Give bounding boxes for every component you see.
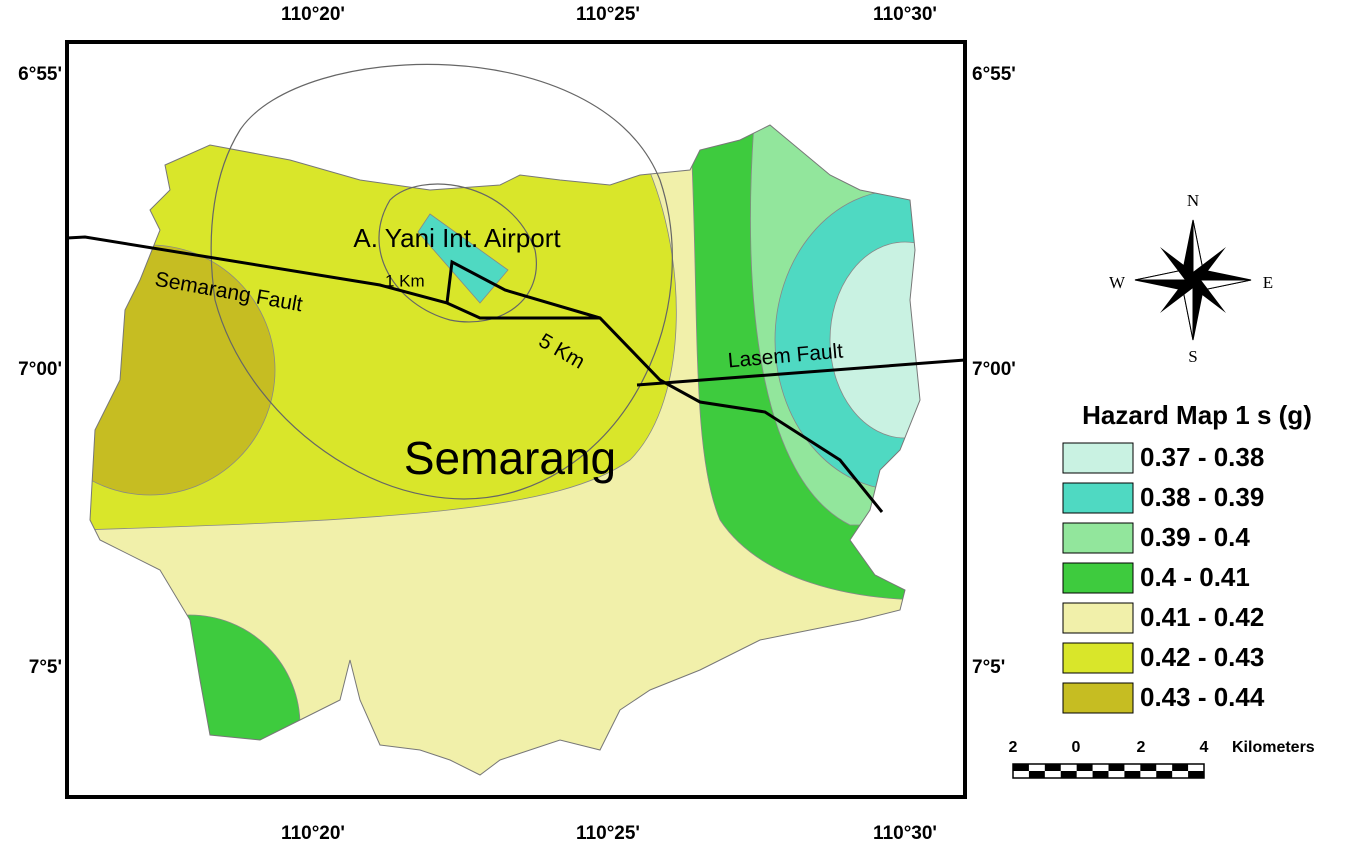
scale-unit: Kilometers <box>1232 739 1315 756</box>
scale-segment <box>1188 771 1204 778</box>
city-label: Semarang <box>404 432 616 484</box>
compass-diagonal <box>1160 247 1226 313</box>
legend-label: 0.41 - 0.42 <box>1140 602 1264 632</box>
legend-label: 0.4 - 0.41 <box>1140 562 1250 592</box>
legend: 0.37 - 0.38 0.38 - 0.39 0.39 - 0.4 0.4 - 0.… <box>1062 442 1265 714</box>
ring-1km <box>378 183 537 323</box>
hazard-zones <box>90 125 920 775</box>
latitude-label: 7°00' <box>18 359 62 380</box>
longitude-label: 110°30' <box>873 823 937 844</box>
legend-swatch <box>1062 482 1134 514</box>
longitude-label: 110°25' <box>576 823 640 844</box>
scale-segment <box>1124 771 1141 778</box>
legend-label: 0.42 - 0.43 <box>1140 642 1264 672</box>
faults <box>66 235 966 513</box>
scale-segment <box>1140 764 1157 771</box>
scale-segment <box>1156 771 1173 778</box>
legend-title: Hazard Map 1 s (g) <box>1082 400 1312 430</box>
longitude-label: 110°30' <box>873 4 937 25</box>
latitude-label: 6°55' <box>972 64 1016 85</box>
latitude-label: 6°55' <box>18 64 62 85</box>
legend-swatch <box>1062 562 1134 594</box>
compass-s: S <box>1188 347 1197 366</box>
longitude-label: 110°25' <box>576 4 640 25</box>
legend-label: 0.37 - 0.38 <box>1140 442 1264 472</box>
compass-e: E <box>1263 273 1273 292</box>
scale-segment <box>1044 764 1061 771</box>
buffer-rings <box>210 63 673 500</box>
legend-swatch <box>1062 602 1134 634</box>
legend-label: 0.39 - 0.4 <box>1140 522 1250 552</box>
latitude-label: 7°5' <box>972 657 1005 678</box>
scale-segment <box>1092 771 1109 778</box>
compass-n: N <box>1187 191 1199 210</box>
scale-tick-label: 2 <box>1137 739 1146 756</box>
lasem-fault <box>636 358 966 387</box>
airport-label: A. Yani Int. Airport <box>353 223 561 253</box>
compass-w: W <box>1109 273 1126 292</box>
map-frame <box>65 40 967 799</box>
longitude-label: 110°20' <box>281 4 345 25</box>
compass-rose: N S E W <box>1109 191 1273 366</box>
scale-tick-label: 0 <box>1072 739 1081 756</box>
scale-segment <box>1028 771 1045 778</box>
latitude-label: 7°00' <box>972 359 1016 380</box>
legend-swatch <box>1062 522 1134 554</box>
scale-segment <box>1076 764 1093 771</box>
scale-segment <box>1108 764 1125 771</box>
scale-segment <box>1060 771 1077 778</box>
scale-tick-label: 4 <box>1200 739 1209 756</box>
longitude-label: 110°20' <box>281 823 345 844</box>
legend-swatch <box>1062 682 1134 714</box>
scale-tick-label: 2 <box>1009 739 1018 756</box>
semarang-fault <box>66 235 884 513</box>
scale-segment <box>1172 764 1189 771</box>
latitude-label: 7°5' <box>29 657 62 678</box>
ring-5km <box>210 63 673 500</box>
zone <box>90 614 301 775</box>
legend-swatch <box>1062 642 1134 674</box>
legend-label: 0.43 - 0.44 <box>1140 682 1265 712</box>
distance-label: 1 Km <box>385 271 425 290</box>
scale-segment <box>1013 764 1029 771</box>
legend-swatch <box>1062 442 1134 474</box>
scale-bar: Kilometers 2 0 2 4 <box>1009 739 1315 779</box>
fault-branch <box>446 301 600 320</box>
zone <box>829 241 920 439</box>
legend-label: 0.38 - 0.39 <box>1140 482 1264 512</box>
